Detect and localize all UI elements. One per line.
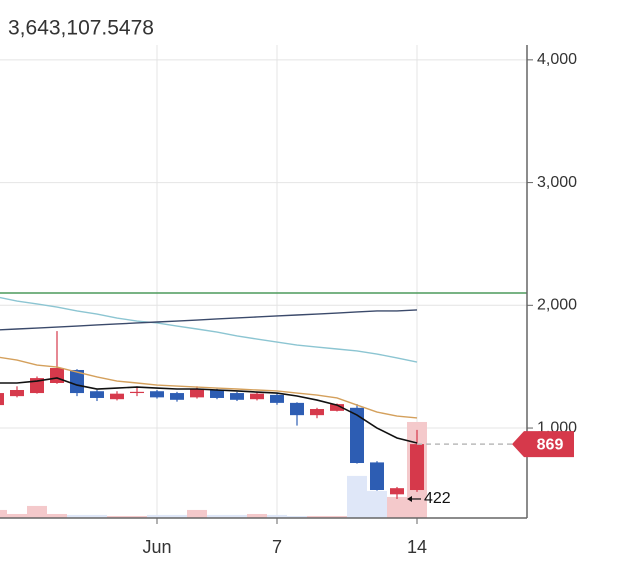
candle-body bbox=[310, 409, 324, 416]
candle-body bbox=[130, 391, 144, 394]
ma-line bbox=[0, 296, 418, 363]
candle-body bbox=[0, 393, 4, 406]
volume-bar bbox=[287, 515, 307, 518]
candle-body bbox=[150, 391, 164, 398]
volume-bar bbox=[87, 514, 107, 518]
candle-body bbox=[270, 394, 284, 403]
candle-body bbox=[350, 407, 364, 464]
volume-bar bbox=[307, 515, 327, 518]
volume-bar bbox=[267, 514, 287, 518]
candle-body bbox=[250, 393, 264, 400]
ma-line bbox=[0, 356, 418, 419]
y-tick-label: 4,000 bbox=[537, 51, 577, 68]
volume-bar bbox=[207, 514, 227, 518]
chart-title: 3,643,107.5478 bbox=[8, 17, 154, 40]
volume-bar bbox=[187, 509, 207, 518]
grid bbox=[0, 45, 527, 518]
plot-area bbox=[0, 292, 527, 518]
annotation-arrowhead bbox=[407, 495, 412, 502]
candle-body bbox=[410, 444, 424, 491]
candle-body bbox=[370, 462, 384, 491]
volume-bar bbox=[67, 514, 87, 518]
volume-bar bbox=[347, 475, 367, 518]
volume-bar bbox=[107, 515, 127, 518]
price-tag bbox=[512, 431, 574, 458]
candle-body bbox=[390, 488, 404, 495]
volume-bar bbox=[367, 491, 387, 518]
y-tick-label: 2,000 bbox=[537, 297, 577, 314]
y-tick-label: 3,000 bbox=[537, 174, 577, 191]
ma-line bbox=[0, 377, 418, 444]
x-tick-label: 7 bbox=[272, 537, 282, 557]
volume-bar bbox=[7, 513, 27, 518]
volume-bar bbox=[147, 514, 167, 518]
candle-body bbox=[90, 391, 104, 398]
annotation-label: 422 bbox=[424, 490, 451, 507]
candle-body bbox=[110, 393, 124, 400]
candle-body bbox=[50, 368, 64, 383]
volume-bar bbox=[127, 515, 147, 518]
x-tick-label: 14 bbox=[407, 537, 427, 557]
volume-bar bbox=[47, 513, 67, 518]
candle-body bbox=[210, 389, 224, 398]
volume-bar bbox=[227, 514, 247, 518]
price-tag-label: 869 bbox=[537, 436, 564, 453]
ma-line bbox=[0, 309, 418, 331]
volume-bar bbox=[387, 496, 407, 518]
candle-body bbox=[290, 402, 304, 416]
candle-body bbox=[170, 393, 184, 400]
candle-body bbox=[230, 393, 244, 400]
x-tick-label: Jun bbox=[142, 537, 171, 557]
candle-body bbox=[10, 389, 24, 397]
volume-bar bbox=[167, 514, 187, 518]
volume-bar bbox=[247, 513, 267, 518]
candle-body bbox=[70, 369, 84, 394]
candle-body bbox=[330, 404, 344, 411]
candle-body bbox=[190, 388, 204, 398]
volume-bar bbox=[27, 505, 47, 518]
volume-bar bbox=[327, 515, 347, 518]
volume-bar bbox=[0, 509, 7, 518]
